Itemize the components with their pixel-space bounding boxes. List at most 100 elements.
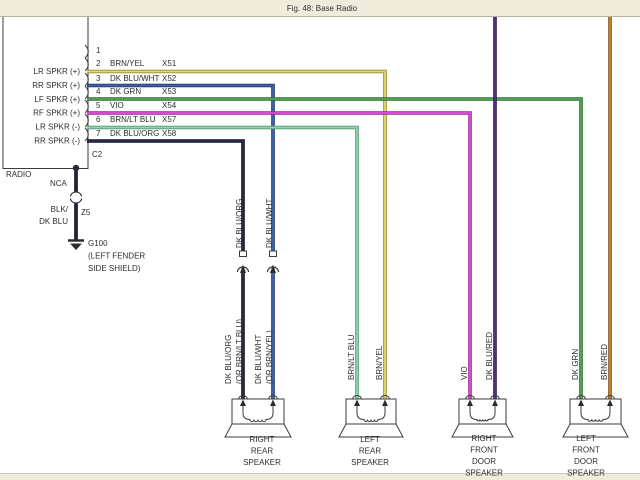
speaker-label-line: FRONT — [470, 446, 498, 455]
terminal-socket-right — [380, 395, 390, 400]
pin-circuit-code: X53 — [162, 87, 177, 96]
pin-wire-name: DK BLU/ORG — [110, 129, 159, 138]
pin-wire-name: BRN/YEL — [110, 59, 145, 68]
ground-branch: NCA Z5 BLK/ DK BLU G100 (LEFT FENDER SID… — [39, 164, 145, 273]
speaker-base — [562, 423, 629, 438]
title-bar-background — [0, 0, 640, 16]
connector-c2-label: C2 — [92, 150, 103, 159]
pin-number: 2 — [96, 59, 101, 68]
splice-z5-label: Z5 — [81, 208, 91, 217]
speaker-body — [231, 398, 285, 425]
pin-7-bracket — [84, 127, 89, 142]
pin-wire-name: BRN/LT BLU — [110, 115, 156, 124]
speaker-label-line: SPEAKER — [351, 458, 389, 467]
speaker-label-line: RIGHT — [250, 435, 275, 444]
voice-coil — [242, 405, 274, 423]
pin-row-7: 7 DK BLU/ORG X58 RR SPKR (-) — [34, 129, 177, 146]
ground-wire-color-line2: DK BLU — [39, 217, 68, 226]
speaker-label-line: LEFT — [576, 434, 596, 443]
wire-dk-blu-wht-upper — [87, 84, 274, 251]
pin-function-label: RR SPKR (-) — [34, 137, 80, 146]
speaker-label-line: DOOR — [574, 457, 598, 466]
wire-label-rr-neg-lower-alt: (OR BRN/LT BLU) — [235, 319, 244, 384]
rear-wire-inline-connectors — [236, 250, 280, 273]
pin-row-1: 1 — [96, 46, 101, 55]
speaker-left-rear: LEFT REAR SPEAKER — [338, 395, 404, 467]
pin-function-label: LR SPKR (-) — [36, 123, 81, 132]
wire-label-rr-pos-lower: DK BLU/WHT — [254, 335, 263, 384]
speaker-label-line: SPEAKER — [567, 469, 605, 478]
wire-label-rf-neg: DK BLU/RED — [485, 332, 494, 380]
pin-1-bracket — [84, 44, 89, 59]
terminal-arrow-right — [270, 399, 276, 406]
inline-connector-arrow-left — [240, 264, 246, 273]
vertical-wire-labels: DK BLU/ORG DK BLU/WHT DK BLU/ORG (OR BRN… — [224, 199, 609, 384]
speaker-body — [569, 398, 622, 425]
pin-wire-name: DK BLU/WHT — [110, 74, 159, 83]
pin-number: 6 — [96, 115, 101, 124]
pin-circuit-code: X51 — [162, 59, 177, 68]
speaker-left-front-door: LEFT FRONT DOOR SPEAKER — [562, 395, 629, 478]
wire-label-rf-pos: VIO — [460, 366, 469, 380]
pin-circuit-code: X54 — [162, 101, 177, 110]
title-bar: Fig. 48: Base Radio — [0, 0, 640, 17]
wire-brn-yel — [87, 70, 386, 399]
terminal-socket-right — [605, 395, 615, 400]
wire-label-rr-neg-lower: DK BLU/ORG — [224, 335, 233, 384]
voice-coil — [356, 405, 386, 422]
pin-function-label: RF SPKR (+) — [33, 109, 80, 118]
ground-wire-color-line1: BLK/ — [51, 205, 69, 214]
pin-4-bracket — [84, 85, 89, 100]
terminal-arrow-left — [240, 399, 246, 406]
figure-title: Fig. 48: Base Radio — [287, 4, 358, 13]
speaker-right-front-door: RIGHT FRONT DOOR SPEAKER — [451, 395, 514, 478]
pin-function-label: LF SPKR (+) — [34, 95, 80, 104]
speaker-base — [224, 423, 292, 438]
voice-coil — [580, 405, 611, 422]
pin-row-4: 4 DK GRN X53 LF SPKR (+) — [34, 87, 176, 104]
speaker-base — [338, 423, 404, 438]
pin-wire-name: DK GRN — [110, 87, 141, 96]
pin-5-bracket — [84, 99, 89, 114]
pin-number: 5 — [96, 101, 101, 110]
wire-label-lr-neg: BRN/LT BLU — [347, 334, 356, 380]
ground-symbol-arrow — [70, 243, 82, 250]
wire-dk-blu-org-upper — [87, 140, 244, 251]
pin-row-2: 2 BRN/YEL X51 LR SPKR (+) — [34, 59, 177, 76]
terminal-socket-right — [490, 395, 500, 400]
wire-label-lf-neg: BRN/RED — [600, 344, 609, 380]
pin-number: 7 — [96, 129, 101, 138]
bottom-strip-background — [0, 474, 640, 480]
terminal-arrow-left — [467, 399, 473, 406]
terminal-arrow-right — [607, 399, 613, 406]
wire-dk-grn — [87, 98, 582, 399]
junction-dot — [72, 164, 80, 172]
terminal-socket-left — [465, 395, 475, 400]
inline-connector-arrow-right — [270, 264, 276, 273]
speaker-label-line: DOOR — [472, 457, 496, 466]
speaker-label-line: LEFT — [360, 435, 380, 444]
terminal-arrow-left — [578, 399, 584, 406]
pin-2-bracket — [84, 57, 89, 72]
connector-pin-list: 1 2 BRN/YEL X51 LR SPKR (+) 3 DK BLU/WHT… — [32, 46, 177, 146]
pin-circuit-code: X58 — [162, 129, 177, 138]
pin-number: 1 — [96, 46, 101, 55]
pin-number: 3 — [96, 74, 101, 83]
wires — [74, 17, 612, 399]
pin-3-bracket — [84, 72, 89, 87]
inline-connector-cap-right — [269, 250, 277, 257]
speaker-body — [458, 398, 507, 425]
pin-wire-name: VIO — [110, 101, 124, 110]
speaker-right-rear: RIGHT REAR SPEAKER — [224, 395, 292, 467]
terminal-arrow-left — [354, 399, 360, 406]
nca-label: NCA — [50, 179, 68, 188]
pin-function-label: RR SPKR (+) — [32, 81, 80, 90]
ground-desc-line1: (LEFT FENDER — [88, 252, 145, 261]
speaker-label-line: REAR — [359, 447, 381, 456]
pin-row-6: 6 BRN/LT BLU X57 LR SPKR (-) — [36, 115, 177, 132]
speaker-base — [451, 423, 514, 438]
voice-coil — [469, 405, 496, 422]
radio-label: RADIO — [6, 170, 31, 179]
